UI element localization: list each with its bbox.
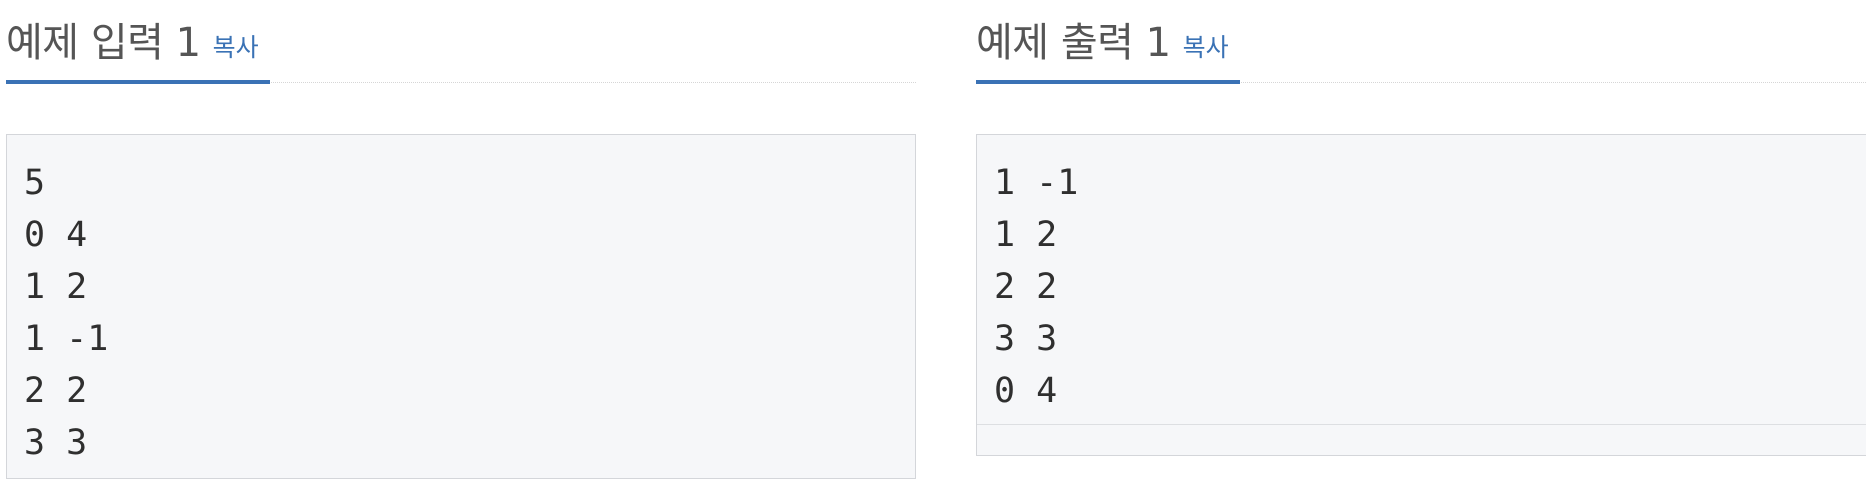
sample-input-header: 예제 입력 1 복사 <box>6 0 916 86</box>
sample-output-panel: 예제 출력 1 복사 1 -1 1 2 2 2 3 3 0 4 <box>976 0 1866 456</box>
sample-input-code: 5 0 4 1 2 1 -1 2 2 3 3 <box>24 163 109 463</box>
sample-output-header: 예제 출력 1 복사 <box>976 0 1866 86</box>
sample-output-box[interactable]: 1 -1 1 2 2 2 3 3 0 4 <box>976 134 1866 456</box>
copy-input-link[interactable]: 복사 <box>212 33 259 62</box>
header-divider <box>976 82 1866 83</box>
sample-input-panel: 예제 입력 1 복사 5 0 4 1 2 1 -1 2 2 3 3 <box>6 0 916 479</box>
horizontal-scrollbar-track[interactable] <box>977 424 1866 425</box>
sample-output-title-wrap: 예제 출력 1 복사 <box>976 10 1229 68</box>
header-divider <box>6 82 916 83</box>
copy-output-link[interactable]: 복사 <box>1182 33 1229 62</box>
sample-input-title-wrap: 예제 입력 1 복사 <box>6 10 259 68</box>
sample-output-title: 예제 출력 1 <box>976 20 1171 66</box>
sample-input-box[interactable]: 5 0 4 1 2 1 -1 2 2 3 3 <box>6 134 916 479</box>
sample-output-code: 1 -1 1 2 2 2 3 3 0 4 <box>994 163 1079 411</box>
header-underline <box>6 80 270 84</box>
header-underline <box>976 80 1240 84</box>
sample-input-title: 예제 입력 1 <box>6 20 201 66</box>
